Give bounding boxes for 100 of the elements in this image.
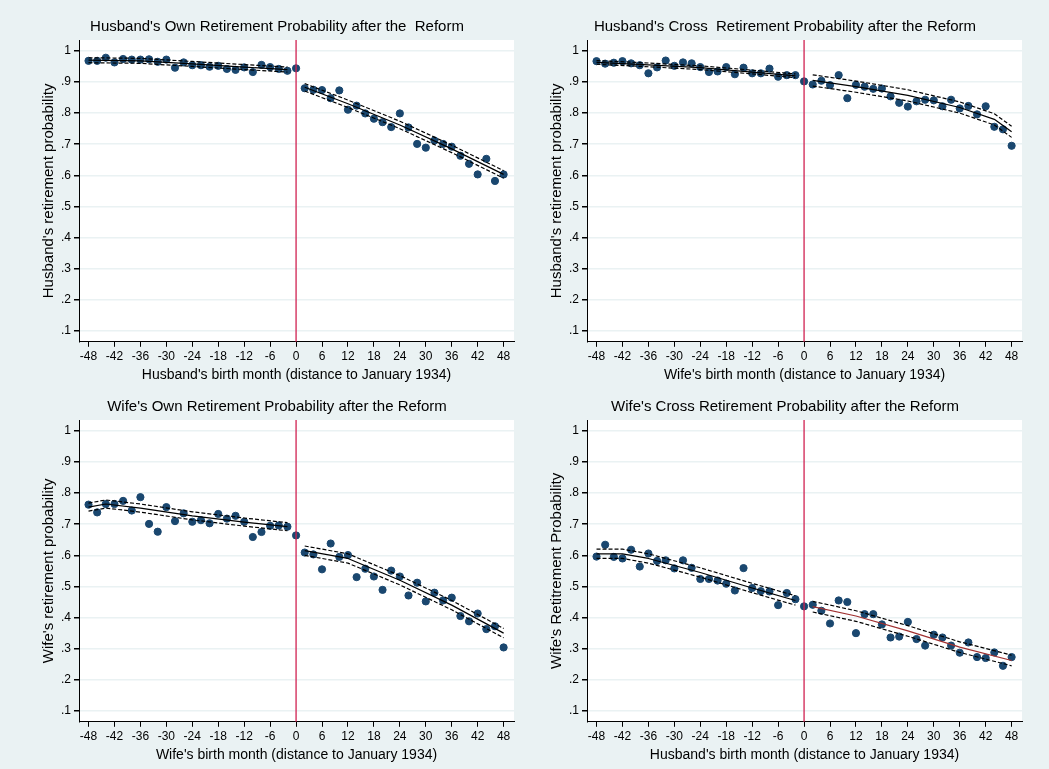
y-axis-title: Husband's retirement probability bbox=[39, 83, 57, 299]
y-tick-label: .5 bbox=[568, 198, 580, 213]
x-tick-label: -12 bbox=[743, 729, 762, 744]
x-tick-label: -18 bbox=[717, 349, 736, 364]
x-tick-label: -30 bbox=[157, 729, 176, 744]
x-tick-label: -24 bbox=[183, 729, 202, 744]
y-tick-label: .9 bbox=[60, 74, 72, 89]
x-tick-label: -36 bbox=[639, 349, 658, 364]
x-tick-label: -48 bbox=[587, 729, 606, 744]
x-tick-label: -42 bbox=[105, 349, 124, 364]
y-tick-label: 1 bbox=[572, 43, 580, 58]
x-tick-label: -6 bbox=[772, 729, 784, 744]
y-tick-label: .8 bbox=[60, 105, 72, 120]
y-tick-label: .6 bbox=[568, 167, 580, 182]
y-tick-label: .4 bbox=[60, 229, 72, 244]
y-tick-label: .4 bbox=[568, 229, 580, 244]
x-tick-label: 0 bbox=[292, 729, 300, 744]
x-tick-label: 36 bbox=[445, 349, 459, 364]
chart-title: Husband's Own Retirement Probability after the Reform bbox=[90, 17, 464, 35]
y-tick-label: 1 bbox=[572, 423, 580, 438]
x-tick-label: 24 bbox=[901, 729, 915, 744]
x-tick-label: 18 bbox=[367, 349, 381, 364]
y-tick-label: .6 bbox=[60, 547, 72, 562]
x-tick-label: -30 bbox=[157, 349, 176, 364]
x-tick-label: -42 bbox=[613, 349, 632, 364]
x-tick-label: -42 bbox=[613, 729, 632, 744]
x-tick-label: 12 bbox=[849, 349, 863, 364]
y-tick-label: .9 bbox=[568, 454, 580, 469]
x-tick-label: 24 bbox=[901, 349, 915, 364]
y-tick-label: .7 bbox=[568, 136, 580, 151]
x-tick-label: -12 bbox=[235, 349, 254, 364]
y-tick-label: .9 bbox=[568, 74, 580, 89]
y-tick-label: .1 bbox=[60, 703, 72, 718]
x-tick-label: 12 bbox=[341, 349, 355, 364]
x-tick-label: 48 bbox=[1004, 729, 1019, 744]
y-tick-label: .5 bbox=[60, 198, 72, 213]
x-tick-label: 42 bbox=[979, 729, 993, 744]
x-tick-label: -12 bbox=[235, 729, 254, 744]
y-axis-title: Husband's retirement probability bbox=[547, 83, 565, 299]
x-tick-label: 48 bbox=[496, 729, 511, 744]
chart-title: Husband's Cross Retirement Probability after the Reform bbox=[593, 17, 977, 35]
y-tick-label: .2 bbox=[568, 292, 580, 307]
x-tick-label: 0 bbox=[800, 349, 808, 364]
y-axis-title: Wife's Retitrement Probability bbox=[547, 472, 565, 670]
y-tick-label: .8 bbox=[60, 485, 72, 500]
x-tick-label: 30 bbox=[927, 349, 941, 364]
x-tick-label: -6 bbox=[264, 729, 276, 744]
y-tick-label: .1 bbox=[60, 323, 72, 338]
y-tick-label: .7 bbox=[568, 516, 580, 531]
x-tick-label: 12 bbox=[341, 729, 355, 744]
x-tick-label: 42 bbox=[979, 349, 993, 364]
x-tick-label: 30 bbox=[419, 729, 433, 744]
y-axis-title: Wife's retirement probability bbox=[39, 478, 57, 664]
x-tick-label: -48 bbox=[79, 349, 98, 364]
x-tick-label: 18 bbox=[875, 729, 889, 744]
x-tick-label: -24 bbox=[183, 349, 202, 364]
x-axis-title: Wife's birth month (distance to January 1934) bbox=[663, 366, 946, 383]
x-tick-label: 0 bbox=[800, 729, 808, 744]
x-tick-label: 48 bbox=[496, 349, 511, 364]
chart-title: Wife's Own Retirement Probability after the Reform bbox=[107, 397, 447, 415]
y-tick-label: .1 bbox=[568, 323, 580, 338]
x-tick-label: 6 bbox=[318, 349, 326, 364]
x-tick-label: -24 bbox=[691, 729, 710, 744]
y-tick-label: .9 bbox=[60, 454, 72, 469]
x-axis-title: Wife's birth month (distance to January 1934) bbox=[155, 746, 438, 763]
x-tick-label: -6 bbox=[264, 349, 276, 364]
x-tick-label: 18 bbox=[367, 729, 381, 744]
x-tick-label: 12 bbox=[849, 729, 863, 744]
x-axis-title: Husband's birth month (distance to January 1934) bbox=[141, 366, 452, 383]
x-tick-label: -30 bbox=[665, 729, 684, 744]
x-tick-label: 36 bbox=[445, 729, 459, 744]
x-tick-label: -42 bbox=[105, 729, 124, 744]
x-tick-label: -18 bbox=[209, 729, 228, 744]
x-tick-label: 30 bbox=[419, 349, 433, 364]
x-tick-label: -18 bbox=[209, 349, 228, 364]
y-tick-label: .6 bbox=[568, 547, 580, 562]
x-tick-label: -24 bbox=[691, 349, 710, 364]
y-tick-label: .8 bbox=[568, 485, 580, 500]
x-tick-label: 6 bbox=[318, 729, 326, 744]
chart-title: Wife's Cross Retirement Probability after the Reform bbox=[611, 397, 959, 415]
y-tick-label: .2 bbox=[568, 672, 580, 687]
x-tick-label: 36 bbox=[953, 349, 967, 364]
x-tick-label: -6 bbox=[772, 349, 784, 364]
x-tick-label: -18 bbox=[717, 729, 736, 744]
x-tick-label: 42 bbox=[471, 729, 485, 744]
x-axis-title: Husband's birth month (distance to January 1934) bbox=[649, 746, 960, 763]
y-tick-label: .5 bbox=[568, 578, 580, 593]
x-tick-label: 36 bbox=[953, 729, 967, 744]
x-tick-label: 6 bbox=[826, 729, 834, 744]
y-tick-label: .4 bbox=[60, 609, 72, 624]
y-tick-label: .3 bbox=[568, 641, 580, 655]
x-tick-label: -36 bbox=[131, 349, 150, 364]
y-tick-label: .6 bbox=[60, 167, 72, 182]
y-tick-label: .7 bbox=[60, 136, 72, 151]
y-tick-label: .3 bbox=[568, 261, 580, 275]
y-tick-label: .2 bbox=[60, 292, 72, 307]
x-tick-label: 0 bbox=[292, 349, 300, 364]
y-tick-label: .4 bbox=[568, 609, 580, 624]
y-tick-label: .2 bbox=[60, 672, 72, 687]
y-tick-label: .7 bbox=[60, 516, 72, 531]
